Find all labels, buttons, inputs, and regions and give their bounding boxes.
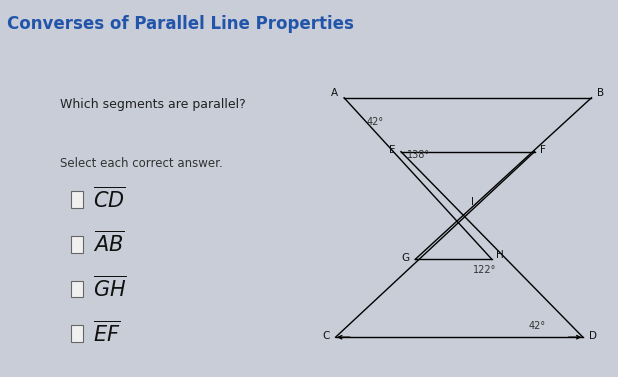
Text: 42°: 42° <box>529 321 546 331</box>
Text: $\overline{\mathit{AB}}$: $\overline{\mathit{AB}}$ <box>93 231 125 256</box>
Text: Which segments are parallel?: Which segments are parallel? <box>59 98 245 110</box>
FancyBboxPatch shape <box>71 281 83 297</box>
Text: B: B <box>597 88 604 98</box>
Text: I: I <box>471 197 473 207</box>
Text: C: C <box>323 331 330 341</box>
Text: Converses of Parallel Line Properties: Converses of Parallel Line Properties <box>7 15 354 33</box>
Text: 122°: 122° <box>473 265 497 275</box>
Text: 138°: 138° <box>407 150 430 160</box>
Text: Select each correct answer.: Select each correct answer. <box>59 157 222 170</box>
Text: 42°: 42° <box>367 117 384 127</box>
Text: H: H <box>496 250 504 260</box>
Text: $\overline{\mathit{GH}}$: $\overline{\mathit{GH}}$ <box>93 276 127 301</box>
FancyBboxPatch shape <box>71 192 83 208</box>
Text: F: F <box>540 145 546 155</box>
FancyBboxPatch shape <box>71 325 83 342</box>
Text: D: D <box>588 331 596 341</box>
Text: $\overline{\mathit{EF}}$: $\overline{\mathit{EF}}$ <box>93 320 121 346</box>
Text: $\overline{\mathit{CD}}$: $\overline{\mathit{CD}}$ <box>93 186 126 211</box>
Text: A: A <box>331 88 339 98</box>
Text: G: G <box>401 253 410 263</box>
FancyBboxPatch shape <box>71 236 83 253</box>
Text: E: E <box>389 145 396 155</box>
